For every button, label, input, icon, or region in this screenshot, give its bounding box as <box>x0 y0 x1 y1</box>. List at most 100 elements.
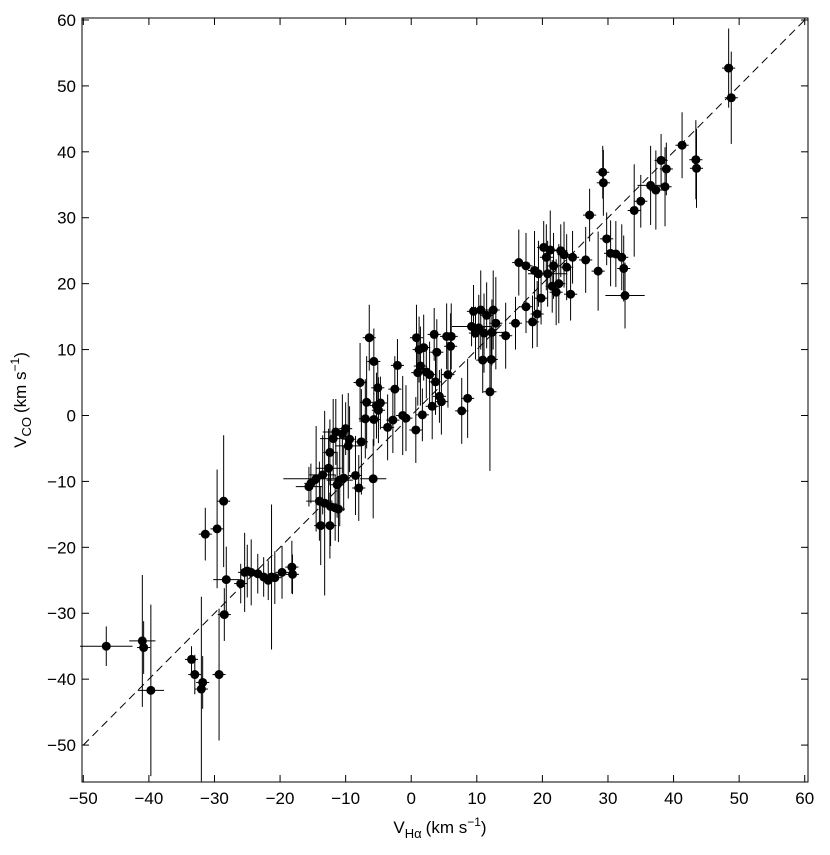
data-point <box>443 370 453 380</box>
data-point <box>212 524 222 534</box>
data-point <box>427 401 437 411</box>
data-point <box>101 641 111 651</box>
data-point <box>369 356 379 366</box>
data-point <box>368 474 378 484</box>
x-label-main: V <box>393 818 405 837</box>
data-point <box>446 331 456 341</box>
data-point <box>383 422 393 432</box>
y-tick-label: −30 <box>47 604 76 623</box>
data-point <box>354 483 364 493</box>
x-tick-label: 20 <box>533 789 552 808</box>
data-point <box>562 262 572 272</box>
data-point <box>566 289 576 299</box>
y-label-unit: (km s <box>11 371 30 413</box>
plot-frame <box>81 17 809 783</box>
x-label-sup: −1 <box>467 815 481 829</box>
data-point <box>651 185 661 195</box>
data-point <box>545 245 555 255</box>
data-point <box>316 521 326 531</box>
data-point <box>726 93 736 103</box>
data-point <box>521 302 531 312</box>
data-point <box>187 654 197 664</box>
data-point <box>486 354 496 364</box>
data-point <box>602 234 612 244</box>
data-point <box>724 63 734 73</box>
data-point <box>593 266 603 276</box>
data-point <box>355 378 365 388</box>
data-point <box>198 677 208 687</box>
data-point <box>436 397 446 407</box>
data-point <box>476 305 486 315</box>
x-tick-label: 50 <box>730 789 749 808</box>
y-tick-label: 10 <box>57 341 76 360</box>
data-point <box>411 425 421 435</box>
x-tick-label: −50 <box>69 789 98 808</box>
data-point <box>536 293 546 303</box>
data-point <box>341 424 351 434</box>
y-axis-label: VCO (km s−1) <box>8 352 34 448</box>
data-point <box>691 155 701 165</box>
data-point <box>214 670 224 680</box>
data-point <box>620 291 630 301</box>
data-point <box>487 327 497 337</box>
data-point <box>287 562 297 572</box>
data-point <box>356 437 366 447</box>
data-point <box>417 410 427 420</box>
x-tick-label: 40 <box>664 789 683 808</box>
data-point <box>541 252 551 262</box>
x-tick-label: 10 <box>467 789 486 808</box>
data-point <box>598 167 608 177</box>
data-point <box>485 387 495 397</box>
x-tick-label: −20 <box>266 789 295 808</box>
data-point <box>311 474 321 484</box>
data-point <box>360 414 370 424</box>
x-tick-label: −40 <box>134 789 163 808</box>
data-point <box>619 263 629 273</box>
data-point <box>511 318 521 328</box>
data-point <box>350 470 360 480</box>
data-point <box>373 383 383 393</box>
y-tick-label: 50 <box>57 77 76 96</box>
data-point <box>554 279 564 289</box>
data-point <box>236 579 246 589</box>
data-point <box>419 343 429 353</box>
data-point <box>339 473 349 483</box>
data-point <box>364 333 374 343</box>
y-tick-label: −10 <box>47 472 76 491</box>
data-point <box>491 318 501 328</box>
y-tick-label: −40 <box>47 670 76 689</box>
data-point <box>514 258 524 268</box>
data-point <box>660 182 670 192</box>
data-point <box>463 393 473 403</box>
x-label-close: ) <box>481 818 487 837</box>
y-tick-label: 60 <box>57 11 76 30</box>
data-point <box>362 397 372 407</box>
data-point <box>617 252 627 262</box>
y-tick-label: 30 <box>57 209 76 228</box>
data-point <box>139 643 149 653</box>
data-point <box>656 155 666 165</box>
data-point <box>568 252 578 262</box>
data-point <box>219 496 229 506</box>
data-point <box>345 434 355 444</box>
x-tick-label: −10 <box>331 789 360 808</box>
data-point <box>692 163 702 173</box>
data-point <box>401 413 411 423</box>
data-point <box>425 370 435 380</box>
data-point <box>190 670 200 680</box>
y-tick-label: 20 <box>57 275 76 294</box>
y-label-sup: −1 <box>8 357 22 371</box>
y-label-main: V <box>11 436 30 448</box>
data-point <box>482 310 492 320</box>
y-label-close: ) <box>11 352 30 358</box>
data-point <box>478 355 488 365</box>
y-tick-label: −50 <box>47 736 76 755</box>
x-tick-label: 0 <box>406 789 415 808</box>
data-point <box>270 573 280 583</box>
data-point <box>277 567 287 577</box>
data-point <box>219 610 229 620</box>
data-point <box>636 196 646 206</box>
data-point <box>501 331 511 341</box>
